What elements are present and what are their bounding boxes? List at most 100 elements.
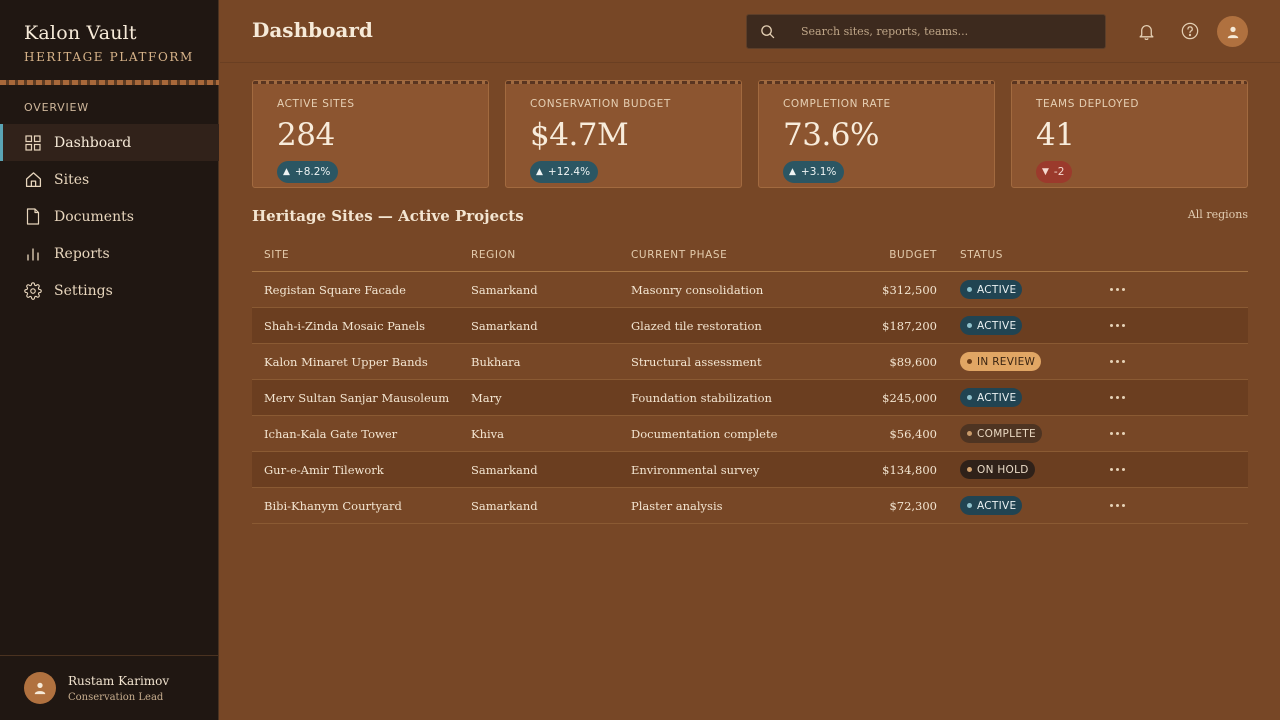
region-cell: Khiva (471, 426, 505, 441)
page-title: Dashboard (252, 18, 373, 42)
status-badge: COMPLETE (960, 424, 1042, 443)
budget-cell: $134,800 (882, 462, 937, 477)
row-actions-button[interactable] (1097, 324, 1137, 327)
budget-cell: $245,000 (882, 390, 937, 405)
more-horizontal-icon (1109, 432, 1125, 435)
site-name-cell[interactable]: Merv Sultan Sanjar Mausoleum (264, 390, 450, 405)
region-cell: Mary (471, 390, 502, 405)
help-icon[interactable] (1180, 21, 1200, 41)
arrow-up-icon: ▲ (789, 167, 796, 177)
budget-cell: $312,500 (882, 282, 937, 297)
arrow-up-icon: ▲ (536, 167, 543, 177)
row-actions-button[interactable] (1097, 432, 1137, 435)
table-row[interactable]: Merv Sultan Sanjar Mausoleum Mary Foundati… (252, 380, 1248, 416)
status-cell: ACTIVE (937, 316, 1097, 335)
brand-subtitle: HERITAGE PLATFORM (24, 50, 194, 64)
bell-icon[interactable] (1136, 21, 1156, 41)
avatar[interactable] (1217, 16, 1248, 47)
sidebar-item-label: Reports (54, 245, 110, 262)
table-body: Registan Square Facade Samarkand Masonry c… (252, 272, 1248, 524)
status-label: IN REVIEW (977, 355, 1036, 368)
status-cell: ACTIVE (937, 496, 1097, 515)
kpi-card-teams-deployed[interactable]: TEAMS DEPLOYED 41 ▼ -2 (1011, 80, 1248, 188)
status-badge: ACTIVE (960, 388, 1023, 407)
kpi-card-active-sites[interactable]: ACTIVE SITES 284 ▲ +8.2% (252, 80, 489, 188)
site-name-cell[interactable]: Bibi-Khanym Courtyard (264, 498, 402, 513)
kpi-value: $4.7M (530, 117, 629, 153)
status-badge: ON HOLD (960, 460, 1035, 479)
column-header-budget[interactable]: BUDGET (889, 248, 937, 261)
gear-icon (24, 281, 42, 300)
row-actions-button[interactable] (1097, 360, 1137, 363)
budget-cell: $56,400 (889, 426, 937, 441)
column-header-phase[interactable]: CURRENT PHASE (631, 248, 728, 261)
user-profile[interactable]: Rustam Karimov Conservation Lead (0, 655, 219, 720)
kpi-card-conservation-budget[interactable]: CONSERVATION BUDGET $4.7M ▲ +12.4% (505, 80, 742, 188)
more-horizontal-icon (1109, 468, 1125, 471)
column-header-site[interactable]: SITE (264, 248, 290, 261)
column-header-status[interactable]: STATUS (960, 248, 1003, 261)
status-dot-icon (967, 287, 972, 292)
status-label: ACTIVE (977, 319, 1017, 332)
status-label: COMPLETE (977, 427, 1036, 440)
table-row[interactable]: Shah-i-Zinda Mosaic Panels Samarkand Glaze… (252, 308, 1248, 344)
row-actions-button[interactable] (1097, 468, 1137, 471)
column-header-region[interactable]: REGION (471, 248, 516, 261)
site-name-cell[interactable]: Shah-i-Zinda Mosaic Panels (264, 318, 426, 333)
sidebar-item-sites[interactable]: Sites (0, 161, 219, 198)
status-cell: ACTIVE (937, 280, 1097, 299)
sidebar-item-settings[interactable]: Settings (0, 272, 219, 309)
brand-title: Kalon Vault (24, 22, 137, 44)
document-icon (24, 208, 42, 226)
kpi-delta-badge: ▲ +3.1% (783, 161, 845, 183)
more-horizontal-icon (1109, 396, 1125, 399)
site-name-cell[interactable]: Kalon Minaret Upper Bands (264, 354, 428, 369)
sidebar-item-label: Sites (54, 171, 90, 188)
site-name-cell[interactable]: Ichan-Kala Gate Tower (264, 426, 398, 441)
user-name: Rustam Karimov (68, 673, 170, 688)
kpi-value: 41 (1036, 117, 1075, 153)
region-filter-link[interactable]: All regions (1187, 208, 1248, 221)
site-name-cell[interactable]: Registan Square Facade (264, 282, 406, 297)
kpi-card-completion-rate[interactable]: COMPLETION RATE 73.6% ▲ +3.1% (758, 80, 995, 188)
status-cell: IN REVIEW (937, 352, 1097, 371)
table-row[interactable]: Gur-e-Amir Tilework Samarkand Environmenta… (252, 452, 1248, 488)
table-row[interactable]: Registan Square Facade Samarkand Masonry c… (252, 272, 1248, 308)
status-label: ACTIVE (977, 499, 1017, 512)
row-actions-button[interactable] (1097, 504, 1137, 507)
row-actions-button[interactable] (1097, 396, 1137, 399)
status-label: ACTIVE (977, 391, 1017, 404)
sidebar-item-dashboard[interactable]: Dashboard (0, 124, 219, 161)
phase-cell: Plaster analysis (631, 498, 723, 513)
sidebar-item-label: Settings (54, 282, 113, 299)
site-name-cell[interactable]: Gur-e-Amir Tilework (264, 462, 384, 477)
status-cell: COMPLETE (937, 424, 1097, 443)
kpi-delta: +12.4% (547, 166, 591, 178)
nav-section-label: OVERVIEW (24, 101, 89, 114)
status-dot-icon (967, 503, 972, 508)
user-icon (34, 682, 46, 695)
region-cell: Samarkand (471, 462, 538, 477)
home-icon (24, 171, 42, 189)
avatar (24, 672, 56, 704)
sites-table: SITE REGION CURRENT PHASE BUDGET STATUS … (252, 238, 1248, 524)
sidebar-item-reports[interactable]: Reports (0, 235, 219, 272)
row-actions-button[interactable] (1097, 288, 1137, 291)
status-badge: ACTIVE (960, 280, 1023, 299)
search-input[interactable] (801, 25, 1081, 38)
more-horizontal-icon (1109, 324, 1125, 327)
kpi-label: CONSERVATION BUDGET (530, 98, 671, 110)
table-row[interactable]: Kalon Minaret Upper Bands Bukhara Structur… (252, 344, 1248, 380)
table-row[interactable]: Bibi-Khanym Courtyard Samarkand Plaster an… (252, 488, 1248, 524)
search-box[interactable] (746, 14, 1106, 49)
kpi-delta-badge: ▲ +12.4% (530, 161, 599, 183)
phase-cell: Foundation stabilization (631, 390, 772, 405)
brand[interactable]: Kalon Vault HERITAGE PLATFORM (24, 22, 194, 64)
status-cell: ON HOLD (937, 460, 1097, 479)
sidebar-item-documents[interactable]: Documents (0, 198, 219, 235)
bar-chart-icon (24, 245, 42, 263)
table-title: Heritage Sites — Active Projects (252, 207, 524, 225)
table-row[interactable]: Ichan-Kala Gate Tower Khiva Documentation … (252, 416, 1248, 452)
kpi-value: 284 (277, 117, 335, 153)
status-dot-icon (967, 359, 972, 364)
